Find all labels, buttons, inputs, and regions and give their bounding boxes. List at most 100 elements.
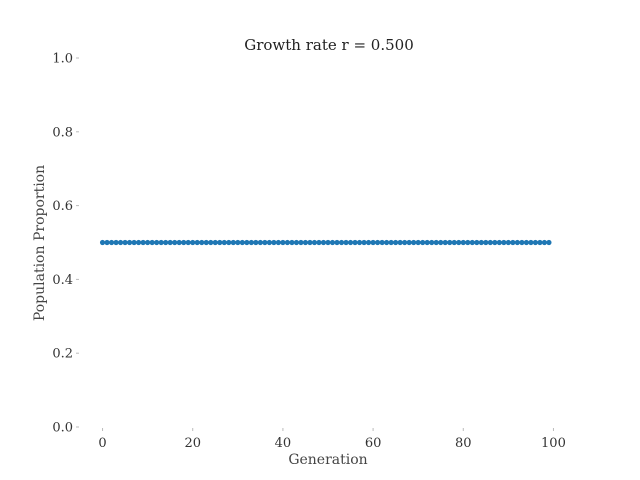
y-tick-label: 1.0 [52,52,73,67]
data-point [532,239,539,246]
data-point [546,239,552,246]
data-point [217,239,223,246]
data-point [181,239,187,246]
data-point [99,239,106,246]
data-point [190,239,196,246]
y-axis: 0.0 0.2 0.4 0.6 0.8 1.0 [52,52,79,436]
data-point [474,239,480,246]
data-point [361,239,367,246]
data-point [127,239,133,246]
data-point [456,239,462,246]
data-point [280,239,286,246]
data-point [325,239,331,246]
data-point [528,239,534,246]
data-point [248,239,254,246]
data-point [158,239,164,246]
data-point [514,239,520,246]
data-point [172,239,178,246]
data-point [271,239,277,246]
data-point [131,239,137,246]
data-point [379,239,385,246]
y-tick-label: 0.6 [52,199,73,214]
data-point [505,239,511,246]
data-point [104,239,110,246]
data-point [537,239,543,246]
data-point [113,239,119,246]
data-point [365,239,372,246]
y-axis-label: Population Proportion [32,165,48,321]
x-tick-label: 80 [455,436,472,451]
x-axis-label: Generation [288,452,367,468]
data-point [199,239,205,246]
data-point [302,239,309,246]
x-tick-label: 60 [365,436,382,451]
data-point [149,239,155,246]
data-point [438,239,444,246]
y-tick-label: 0.0 [52,421,73,436]
x-axis: 0 20 40 60 80 100 [98,428,566,451]
data-point [163,239,169,246]
data-point [311,239,318,246]
data-point [415,239,421,246]
data-point [460,239,466,246]
data-point [307,239,313,246]
data-point [316,239,322,246]
data-point [136,239,142,246]
data-point [226,239,232,246]
data-point [221,239,227,246]
data-point [478,239,484,246]
data-point [541,239,548,246]
data-point [501,239,507,246]
data-point [523,239,530,246]
chart-title: Growth rate r = 0.500 [244,36,413,54]
data-point [451,239,457,246]
data-point [185,239,191,246]
data-point [262,239,268,246]
data-point [465,239,471,246]
data-point [329,239,336,246]
y-tick-label: 0.8 [52,125,73,140]
data-point [433,239,439,246]
data-point [140,239,146,246]
data-point [492,239,498,246]
data-point [406,239,412,246]
data-point [212,239,218,246]
data-point [154,239,160,246]
data-point [388,239,394,246]
y-tick-label: 0.4 [52,273,73,288]
data-point [122,239,128,246]
data-point [167,239,173,246]
data-point [343,239,349,246]
data-point [298,239,304,246]
x-tick-label: 0 [98,436,106,451]
data-point [338,239,345,246]
data-point [176,239,182,246]
data-point [411,239,417,246]
data-point [235,239,241,246]
data-point [424,239,430,246]
data-point [266,239,272,246]
data-point [320,239,327,246]
data-point [293,239,300,246]
data-point [429,239,435,246]
data-point [244,239,250,246]
data-point [208,239,214,246]
x-tick-label: 20 [184,436,201,451]
data-point [393,239,399,246]
data-point [496,239,502,246]
data-point [257,239,263,246]
data-point [397,239,403,246]
data-point [442,239,448,246]
data-series [99,239,552,246]
data-point [447,239,453,246]
data-point [194,239,200,246]
data-point [375,239,381,246]
data-point [356,239,363,246]
data-point [108,239,115,246]
data-point [145,239,151,246]
data-point [402,239,408,246]
x-tick-label: 100 [541,436,566,451]
data-point [289,239,295,246]
data-point [384,239,390,246]
